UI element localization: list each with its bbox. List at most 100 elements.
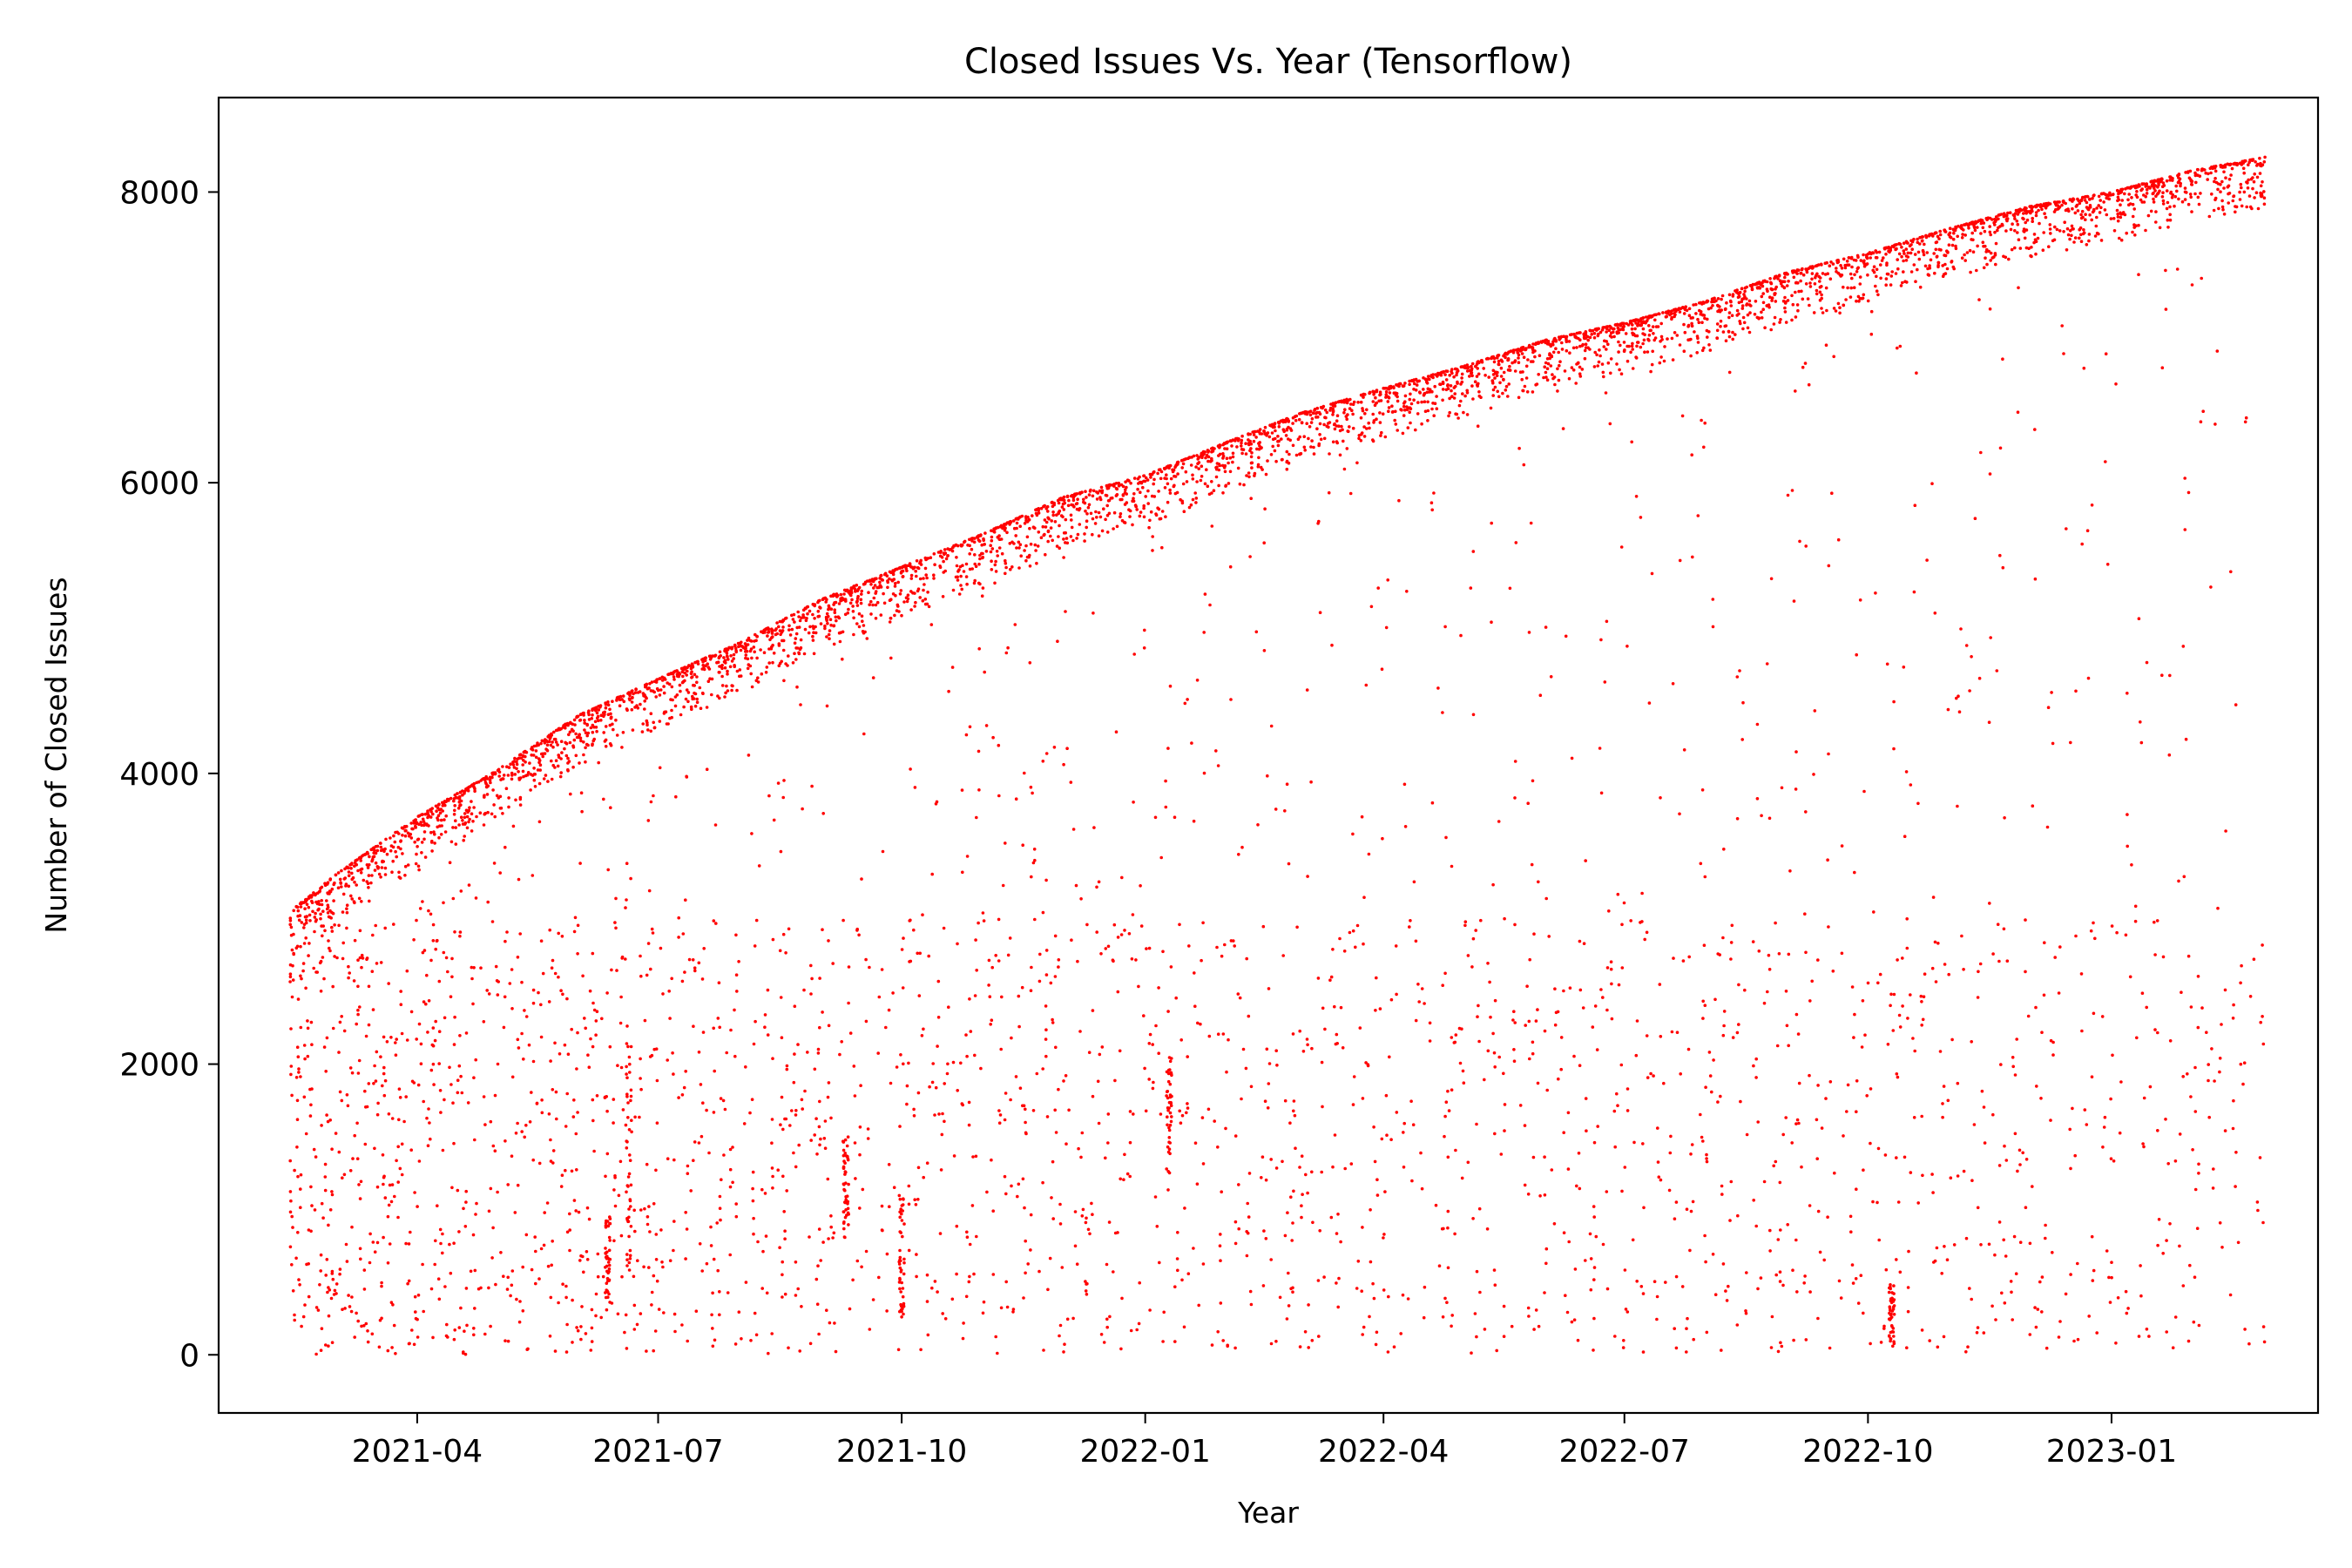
- data-point: [437, 835, 441, 840]
- data-point: [1139, 924, 1144, 928]
- data-point: [1389, 384, 1393, 389]
- data-point: [685, 688, 689, 692]
- data-point: [2240, 963, 2243, 968]
- data-point: [532, 767, 536, 770]
- data-point: [1384, 395, 1388, 399]
- data-point: [781, 648, 786, 652]
- data-point: [1531, 1051, 1535, 1056]
- data-point: [558, 774, 563, 779]
- data-point: [1720, 1348, 1723, 1352]
- data-point: [2168, 179, 2172, 182]
- data-point: [1721, 1262, 1726, 1266]
- data-point: [1025, 555, 1030, 559]
- data-point: [805, 617, 808, 620]
- data-point: [1884, 277, 1889, 280]
- data-point: [1683, 330, 1687, 335]
- data-point: [1341, 428, 1344, 432]
- data-point: [1394, 409, 1397, 414]
- data-point: [537, 990, 540, 995]
- data-point: [958, 564, 963, 569]
- data-point: [1746, 326, 1750, 330]
- data-point: [1142, 506, 1146, 510]
- data-point: [1099, 485, 1104, 490]
- data-point: [2082, 231, 2086, 235]
- data-point: [485, 793, 490, 796]
- data-point: [557, 755, 561, 759]
- data-point: [2079, 233, 2083, 237]
- data-point: [1997, 213, 2002, 217]
- data-point: [537, 1161, 542, 1166]
- data-point: [1916, 237, 1919, 241]
- data-point: [1097, 534, 1101, 537]
- data-point: [1008, 542, 1012, 545]
- data-point: [551, 958, 555, 963]
- data-point: [317, 907, 321, 911]
- data-point: [519, 756, 524, 760]
- data-point: [654, 1258, 659, 1261]
- data-point: [1773, 292, 1776, 295]
- data-point: [367, 886, 370, 889]
- data-point: [1390, 410, 1395, 414]
- data-point: [1840, 274, 1844, 277]
- data-point: [1565, 348, 1569, 353]
- data-point: [1402, 402, 1406, 405]
- data-point: [599, 1315, 603, 1320]
- data-point: [1340, 424, 1343, 429]
- data-point: [1815, 288, 1819, 293]
- data-point: [320, 899, 324, 902]
- data-point: [676, 674, 679, 678]
- data-point: [1371, 412, 1375, 416]
- data-point: [956, 570, 960, 573]
- data-point: [982, 537, 985, 541]
- data-point: [381, 859, 384, 863]
- data-point: [2174, 184, 2178, 188]
- data-point: [1270, 422, 1274, 427]
- data-point: [700, 1269, 704, 1273]
- data-point: [369, 881, 373, 885]
- data-point: [564, 1350, 569, 1354]
- data-point: [1923, 242, 1926, 247]
- data-point: [1645, 1034, 1649, 1037]
- data-point: [1936, 265, 1940, 269]
- data-point: [1466, 1160, 1470, 1165]
- data-point: [1296, 437, 1301, 442]
- data-point: [2149, 209, 2153, 213]
- data-point: [1200, 475, 1204, 478]
- data-point: [353, 864, 356, 868]
- data-point: [1360, 432, 1363, 436]
- data-point: [859, 601, 863, 605]
- data-point: [874, 617, 878, 620]
- data-point: [615, 733, 619, 737]
- data-point: [1143, 628, 1146, 632]
- data-point: [794, 632, 799, 636]
- data-point: [976, 535, 979, 538]
- data-point: [1619, 328, 1622, 332]
- data-point: [457, 1230, 461, 1233]
- data-point: [994, 526, 998, 530]
- data-point: [1371, 389, 1375, 394]
- data-point: [2073, 236, 2078, 240]
- data-point: [1562, 335, 1565, 339]
- data-point: [1687, 955, 1691, 959]
- data-point: [605, 991, 609, 995]
- data-point: [1909, 251, 1913, 255]
- data-point: [932, 577, 936, 580]
- data-point: [1049, 526, 1053, 530]
- data-point: [1794, 787, 1798, 791]
- data-point: [873, 584, 877, 587]
- data-point: [1123, 1152, 1126, 1157]
- data-point: [929, 623, 934, 626]
- data-point: [1842, 285, 1845, 289]
- data-point: [1247, 443, 1251, 447]
- data-point: [863, 580, 868, 585]
- data-point: [2230, 166, 2234, 171]
- data-point: [1152, 482, 1155, 486]
- data-point: [771, 660, 774, 665]
- data-point: [973, 537, 977, 540]
- data-point: [812, 652, 816, 656]
- data-point: [1223, 470, 1227, 474]
- data-point: [1815, 292, 1819, 296]
- data-point: [1310, 1046, 1314, 1051]
- data-point: [1943, 272, 1948, 275]
- data-point: [319, 1348, 323, 1352]
